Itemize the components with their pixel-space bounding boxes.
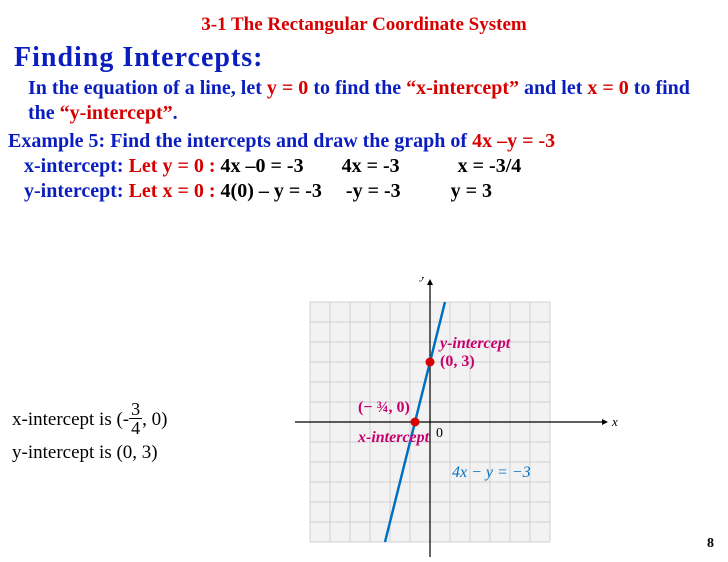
frac-den: 4: [129, 419, 142, 437]
y-axis-label: y: [418, 277, 426, 282]
y-intercept-line: y-intercept: Let x = 0 : 4(0) – y = -3 -y…: [24, 180, 720, 203]
line-equation: 4x − y = −3: [452, 464, 531, 481]
txt: y-intercept:: [24, 180, 129, 202]
section-heading: Finding Intercepts:: [14, 42, 728, 74]
intro-paragraph: In the equation of a line, let y = 0 to …: [28, 76, 708, 126]
txt: .: [173, 102, 178, 124]
page-number: 8: [707, 536, 714, 552]
txt: “y-intercept”: [60, 102, 173, 124]
txt: x-intercept:: [24, 155, 129, 177]
txt: -y = -3: [346, 180, 401, 202]
txt: and let: [519, 77, 587, 99]
txt: y = 3: [451, 180, 492, 202]
txt: 4(0) – y = -3: [221, 180, 322, 202]
txt: Let x = 0 :: [129, 180, 221, 202]
example-eq: 4x –y = -3: [472, 130, 555, 152]
x-int-point: (− ¾, 0): [358, 399, 410, 416]
txt: x = 0: [587, 77, 628, 99]
txt: 4x = -3: [342, 155, 400, 177]
coordinate-graph: x y 0 y-intercept (0, 3) (− ¾, 0) x-inte…: [265, 277, 625, 562]
txt: In the equation of a line, let: [28, 77, 267, 99]
y-intercept-note: y-intercept is (0, 3): [12, 442, 158, 464]
txt: x = -3/4: [458, 155, 522, 177]
x-intercept-line: x-intercept: Let y = 0 : 4x –0 = -3 4x = …: [24, 155, 720, 178]
txt: 4x –0 = -3: [221, 155, 304, 177]
txt: Let y = 0 :: [129, 155, 221, 177]
frac-num: 3: [129, 400, 142, 419]
txt: “x-intercept”: [406, 77, 519, 99]
x-int-title: x-intercept: [357, 429, 430, 446]
example-label: Example 5: Find the intercepts and draw …: [8, 130, 472, 152]
origin-label: 0: [436, 426, 443, 441]
txt: y = 0: [267, 77, 308, 99]
y-int-title: y-intercept: [438, 335, 511, 352]
example-line: Example 5: Find the intercepts and draw …: [8, 130, 720, 153]
y-int-point: (0, 3): [440, 353, 475, 370]
page-title: 3-1 The Rectangular Coordinate System: [0, 14, 728, 36]
txt: to find the: [308, 77, 406, 99]
txt: x-intercept is (-: [12, 409, 129, 430]
x-axis-label: x: [611, 414, 618, 429]
x-intercept-note: x-intercept is (-34, 0): [12, 402, 167, 439]
txt: , 0): [142, 409, 167, 430]
